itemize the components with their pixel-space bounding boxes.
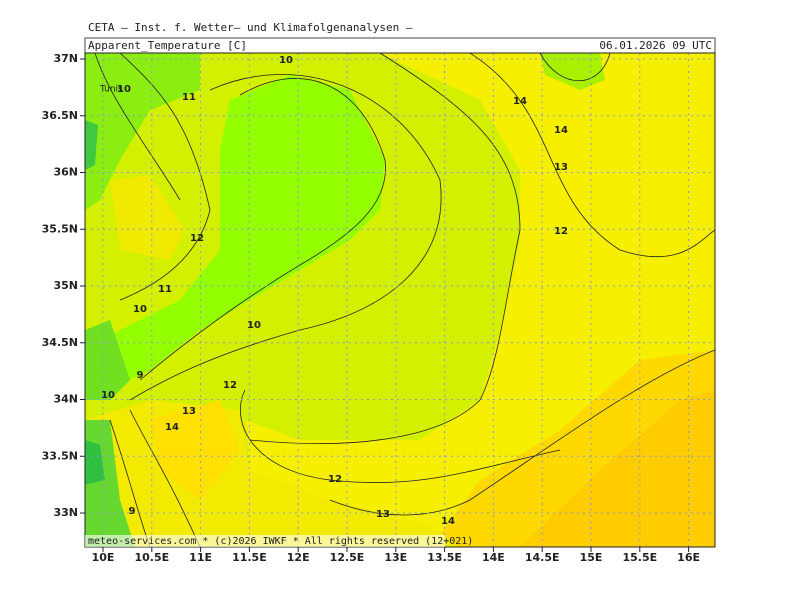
lon-label: 14.5E: [525, 551, 560, 564]
lat-label: 36N: [53, 166, 78, 179]
lon-label: 12.5E: [330, 551, 365, 564]
lon-label: 11.5E: [232, 551, 267, 564]
contour-label: 11: [182, 92, 196, 103]
header-title: CETA – Inst. f. Wetter– und Klimafolgena…: [88, 21, 413, 34]
lat-label: 33N: [53, 506, 78, 519]
contour-label: 14: [554, 125, 568, 136]
lon-label: 15.5E: [622, 551, 657, 564]
contour-label: 10: [247, 320, 261, 331]
contour-label: 12: [554, 226, 568, 237]
contour-label: 10: [117, 84, 131, 95]
contour-label: 13: [182, 406, 196, 417]
lon-label: 15E: [580, 551, 603, 564]
contour-label: 10: [133, 304, 147, 315]
lon-label: 11E: [189, 551, 212, 564]
lon-label: 16E: [677, 551, 700, 564]
contour-label: 12: [223, 380, 237, 391]
contour-label: 10: [101, 390, 115, 401]
contour-label: 14: [165, 422, 179, 433]
variable-label: Apparent_Temperature [C]: [88, 39, 247, 52]
contour-label: 14: [441, 516, 455, 527]
lat-label: 34N: [53, 393, 78, 406]
place-label: Tunis: [99, 85, 123, 95]
lon-label: 14E: [482, 551, 505, 564]
lat-label: 37N: [53, 52, 78, 65]
map-area: [85, 53, 715, 547]
lat-label: 33.5N: [42, 449, 78, 462]
lat-label: 36.5N: [42, 109, 78, 122]
lon-label: 12E: [287, 551, 310, 564]
lon-label: 10E: [92, 551, 115, 564]
contour-label: 9: [137, 370, 144, 381]
lat-label: 34.5N: [42, 336, 78, 349]
lon-label: 13E: [384, 551, 407, 564]
lon-label: 13.5E: [427, 551, 462, 564]
lat-label: 35N: [53, 279, 78, 292]
valid-time: 06.01.2026 09 UTC: [599, 39, 712, 52]
lon-label: 10.5E: [134, 551, 169, 564]
footer-bg: [85, 535, 445, 547]
contour-label: 13: [554, 162, 568, 173]
footer: meteo-services.com * (c)2026 IWKF * All …: [88, 536, 473, 547]
contour-label: 12: [328, 474, 342, 485]
contour-label: 12: [190, 233, 204, 244]
contour-label: 14: [513, 96, 527, 107]
contour-label: 9: [129, 506, 136, 517]
contour-label: 11: [158, 284, 172, 295]
lat-label: 35.5N: [42, 222, 78, 235]
contour-label: 13: [376, 509, 390, 520]
contour-label: 10: [279, 55, 293, 66]
